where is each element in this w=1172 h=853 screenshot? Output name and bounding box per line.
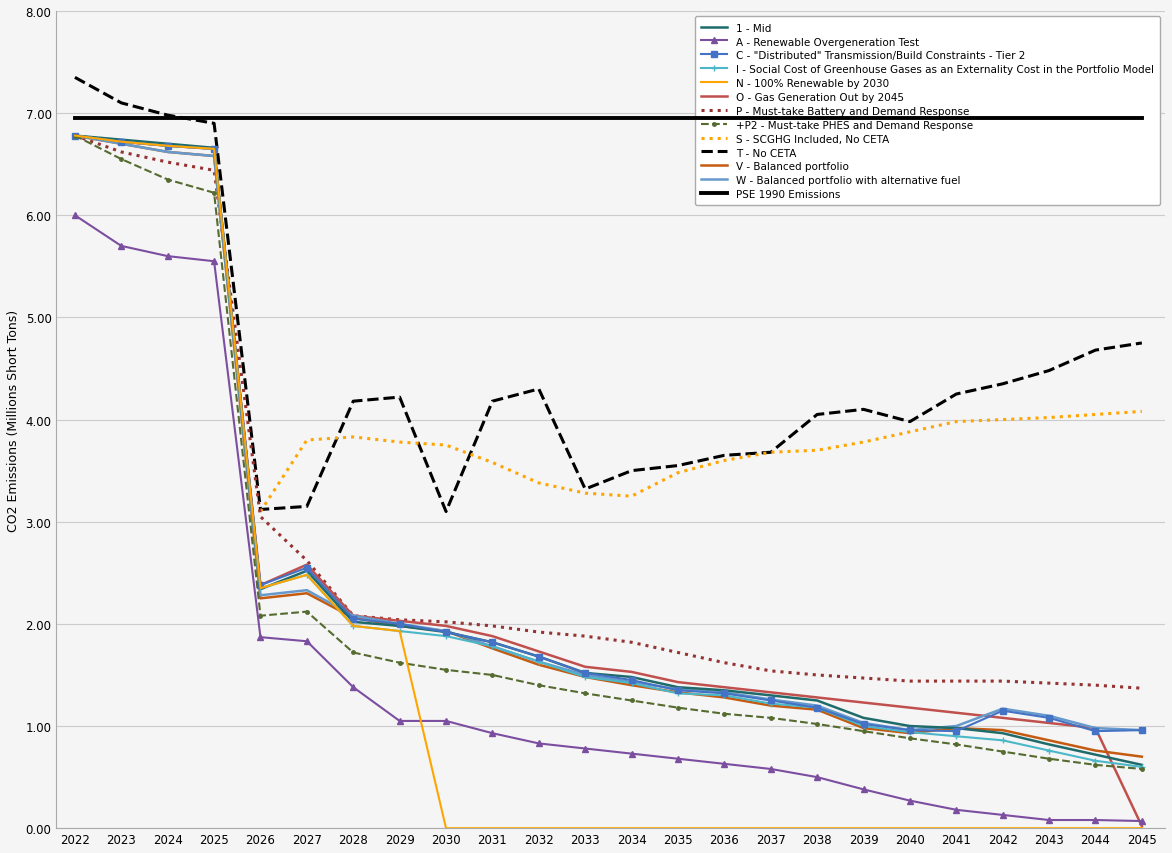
Legend: 1 - Mid, A - Renewable Overgeneration Test, C - "Distributed" Transmission/Build: 1 - Mid, A - Renewable Overgeneration Te… (695, 17, 1160, 206)
Y-axis label: CO2 Emissions (Millions Short Tons): CO2 Emissions (Millions Short Tons) (7, 309, 20, 531)
